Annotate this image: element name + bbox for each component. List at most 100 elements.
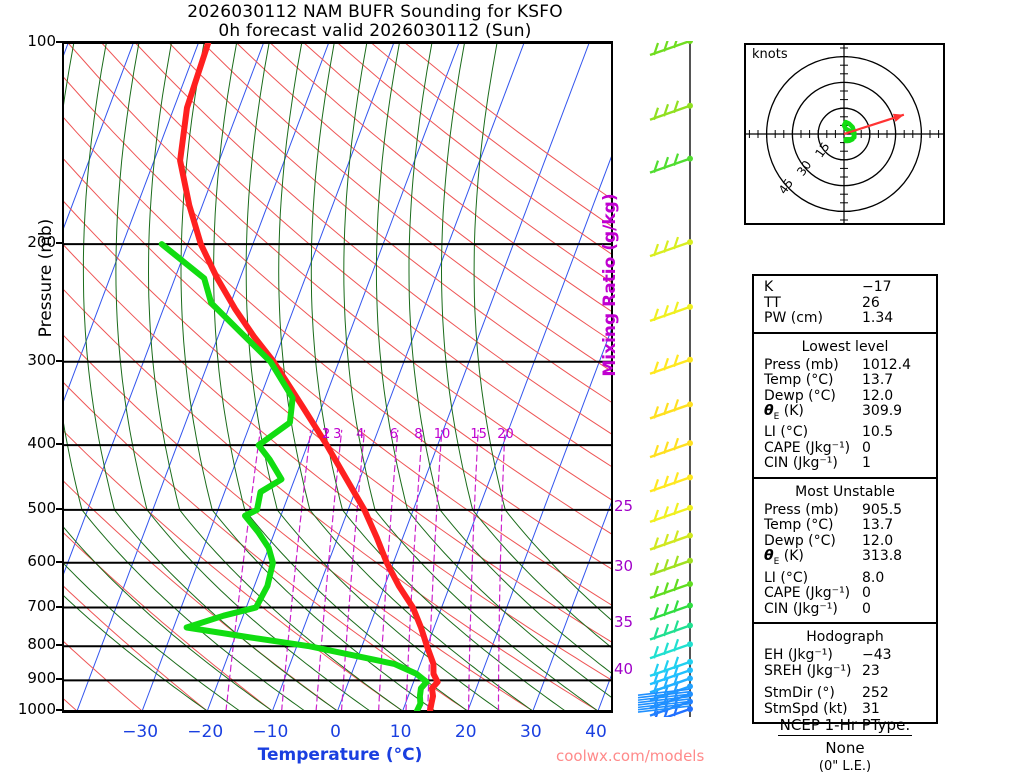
index-label: StmDir (°) <box>764 685 835 702</box>
index-label: CIN (Jkg⁻¹) <box>764 600 838 617</box>
section-header: Most Unstable <box>795 483 895 500</box>
pressure-axis-label: Pressure (mb) <box>36 218 56 338</box>
index-row: Temp (°C) 13.7 <box>754 372 936 389</box>
indices-table: K −17 TT 26 PW (cm) 1.34 Lowest level Press (… <box>752 274 938 725</box>
mixing-ratio-label-15: 15 <box>470 427 487 443</box>
index-label: Temp (°C) <box>764 517 834 534</box>
index-label: Press (mb) <box>764 356 839 373</box>
wind-barb <box>649 638 693 660</box>
pressure-tick-mark <box>56 507 63 510</box>
storm-motion-vector <box>843 113 905 136</box>
height-label-30: 30 <box>614 557 634 575</box>
indices-section-hodograph: Hodograph EH (Jkg⁻¹) −43 SREH (Jkg⁻¹) 23 Stm… <box>754 624 936 722</box>
index-row: Press (mb) 1012.4 <box>754 356 936 374</box>
index-label: StmSpd (kt) <box>764 700 848 717</box>
index-value: 905.5 <box>862 501 903 518</box>
pressure-tick-700: 700 <box>27 596 56 615</box>
index-label: Dewp (°C) <box>764 387 836 404</box>
pressure-tick-500: 500 <box>27 498 56 517</box>
mixing-ratio-label-3: 3 <box>333 427 342 443</box>
pressure-tick-mark <box>56 443 63 446</box>
mixing-ratio-label-2: 2 <box>322 427 331 443</box>
index-label: SREH (Jkg⁻¹) <box>764 662 852 679</box>
index-label: CIN (Jkg⁻¹) <box>764 455 838 472</box>
pressure-tick-mark <box>56 41 63 43</box>
index-value: 309.9 <box>862 403 903 419</box>
wind-barb <box>649 600 693 621</box>
wind-barb <box>649 437 693 459</box>
ptype-liquid-equivalent: (0" L.E.) <box>818 759 872 774</box>
wind-barb <box>649 673 693 694</box>
wind-barb <box>649 656 693 677</box>
index-value: 0 <box>862 600 871 617</box>
temperature-tick-40: 40 <box>585 722 607 742</box>
wind-barb <box>649 399 693 420</box>
page-subtitle: 0h forecast valid 2026030112 (Sun) <box>218 21 532 41</box>
height-label-40: 40 <box>614 660 634 678</box>
index-label: Dewp (°C) <box>764 532 836 549</box>
pressure-tick-mark <box>56 242 63 245</box>
height-label-35: 35 <box>614 613 634 631</box>
index-row: CAPE (Jkg⁻¹) 0 <box>754 439 936 457</box>
temperature-tick-0: 0 <box>330 722 341 742</box>
index-label: LI (°C) <box>764 424 809 441</box>
pressure-tick-mark <box>56 605 63 608</box>
index-row: EH (Jkg⁻¹) −43 <box>754 648 936 664</box>
index-row: CAPE (Jkg⁻¹) 0 <box>754 586 936 602</box>
index-row: TT 26 <box>754 294 936 312</box>
pressure-tick-mark <box>56 560 63 563</box>
index-value: 0 <box>862 439 871 456</box>
pressure-tick-200: 200 <box>27 233 56 252</box>
pressure-tick-900: 900 <box>27 669 56 688</box>
index-value: 13.7 <box>862 517 894 534</box>
index-row: LI (°C) 8.0 <box>754 569 936 587</box>
temperature-tick--20: −20 <box>187 722 224 742</box>
height-label-25: 25 <box>614 497 634 515</box>
index-value: 12.0 <box>862 387 894 404</box>
mixing-ratio-label-20: 20 <box>497 427 514 443</box>
pressure-tick-400: 400 <box>27 434 56 453</box>
index-row: PW (cm) 1.34 <box>754 310 936 327</box>
index-label: Temp (°C) <box>764 372 834 388</box>
index-row: θE (K) 309.9 <box>754 403 936 425</box>
index-value: 252 <box>862 685 889 702</box>
index-row: Dewp (°C) 12.0 <box>754 532 936 550</box>
index-label: θE (K) <box>764 548 804 568</box>
pressure-tick-mark <box>56 709 63 711</box>
index-row: CIN (Jkg⁻¹) 0 <box>754 600 936 618</box>
wind-barb <box>649 301 693 322</box>
mixing-ratio-label-10: 10 <box>433 427 451 443</box>
indices-section-top: K −17 TT 26 PW (cm) 1.34 <box>754 276 936 334</box>
wind-barb <box>649 41 693 57</box>
mixing-ratio-label-1: 1 <box>322 427 331 443</box>
wind-barb <box>649 236 693 258</box>
index-row: LI (°C) 10.5 <box>754 425 936 441</box>
index-row: SREH (Jkg⁻¹) 23 <box>754 662 936 680</box>
skewt-canvas <box>64 43 611 711</box>
index-label: LI (°C) <box>764 569 809 586</box>
pressure-tick-600: 600 <box>27 551 56 570</box>
pressure-tick-300: 300 <box>27 350 56 369</box>
wind-barb-column <box>637 41 693 717</box>
hodograph-units-label: knots <box>752 47 788 62</box>
hodograph-panel: knots 15 30 45 <box>744 38 945 230</box>
ptype-value: None <box>825 739 865 757</box>
wind-barb <box>649 578 693 600</box>
pressure-tick-mark <box>56 359 63 362</box>
index-row: Temp (°C) 13.7 <box>754 518 936 534</box>
index-row: θE (K) 313.8 <box>754 548 936 570</box>
index-label: PW (cm) <box>764 310 823 326</box>
wind-barb <box>649 153 693 174</box>
temperature-tick--30: −30 <box>122 722 159 742</box>
section-header: Lowest level <box>801 338 889 355</box>
index-label: θE (K) <box>764 403 804 422</box>
index-value: 26 <box>862 294 880 311</box>
index-label: Press (mb) <box>764 501 839 518</box>
indices-section-most-unstable: Most Unstable Press (mb) 905.5 Temp (°C) 13… <box>754 479 936 625</box>
temperature-tick--10: −10 <box>252 722 289 742</box>
wind-barb <box>649 530 693 551</box>
wind-barb <box>649 555 693 576</box>
index-value: 23 <box>862 662 880 679</box>
pressure-tick-mark <box>56 678 63 681</box>
